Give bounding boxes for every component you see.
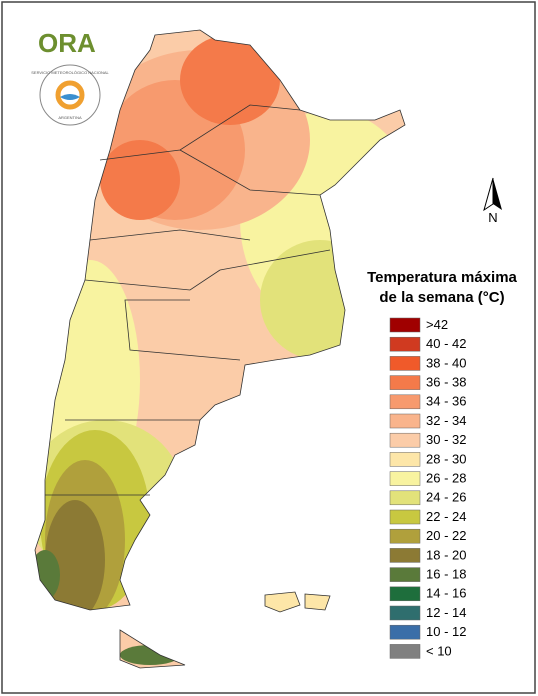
legend-swatch: [389, 567, 421, 582]
legend: Temperatura máxima de la semana (°C) >42…: [367, 269, 518, 659]
legend-swatch: [389, 644, 421, 659]
legend-swatch: [389, 624, 421, 640]
legend-swatch: [389, 471, 421, 486]
legend-swatch: [389, 509, 421, 525]
legend-label: 26 - 28: [426, 471, 466, 486]
seal-wave: [60, 94, 80, 100]
seal-sun: [55, 80, 85, 110]
legend-label: 38 - 40: [426, 355, 466, 370]
legend-label: 34 - 36: [426, 394, 466, 409]
legend-swatch: [389, 375, 421, 390]
legend-swatch: [389, 605, 421, 621]
legend-label: 24 - 26: [426, 490, 466, 505]
legend-label: 30 - 32: [426, 432, 466, 447]
seal-top: SERVICIO METEOROLÓGICO NACIONAL: [31, 70, 109, 75]
legend-label: 36 - 38: [426, 375, 466, 390]
logo-text: ORA: [38, 28, 96, 58]
boundaries: [34, 29, 406, 669]
legend-swatch: [389, 548, 421, 563]
legend-label: >42: [426, 317, 448, 332]
compass-arrow-dark: [493, 178, 502, 210]
legend-swatch: [389, 452, 421, 467]
legend-label: 12 - 14: [426, 605, 466, 620]
legend-label: 40 - 42: [426, 336, 466, 351]
legend-swatch: [389, 336, 421, 352]
legend-label: 20 - 22: [426, 528, 466, 543]
legend-swatch: [389, 413, 421, 429]
seal-bottom: ARGENTINA: [58, 115, 82, 120]
legend-swatch: [389, 394, 421, 410]
legend-swatch: [389, 356, 421, 371]
legend-label: 16 - 18: [426, 567, 466, 582]
legend-label: 32 - 34: [426, 413, 466, 428]
logo: ORA SERVICIO METEOROLÓGICO NACIONAL ARGE…: [31, 28, 110, 126]
compass-label: N: [488, 210, 497, 225]
legend-title: de la semana (°C): [379, 289, 504, 306]
compass: N: [483, 177, 502, 225]
legend-label: 22 - 24: [426, 509, 466, 524]
legend-swatch: [389, 586, 421, 602]
legend-title: Temperatura máxima: [367, 269, 517, 286]
legend-label: < 10: [426, 643, 452, 658]
legend-swatch: [389, 432, 421, 448]
legend-label: 14 - 16: [426, 586, 466, 601]
legend-label: 18 - 20: [426, 547, 466, 562]
legend-swatch: [389, 490, 421, 506]
legend-swatch: [389, 317, 421, 333]
legend-swatch: [389, 528, 421, 544]
legend-label: 10 - 12: [426, 624, 466, 639]
legend-label: 28 - 30: [426, 451, 466, 466]
